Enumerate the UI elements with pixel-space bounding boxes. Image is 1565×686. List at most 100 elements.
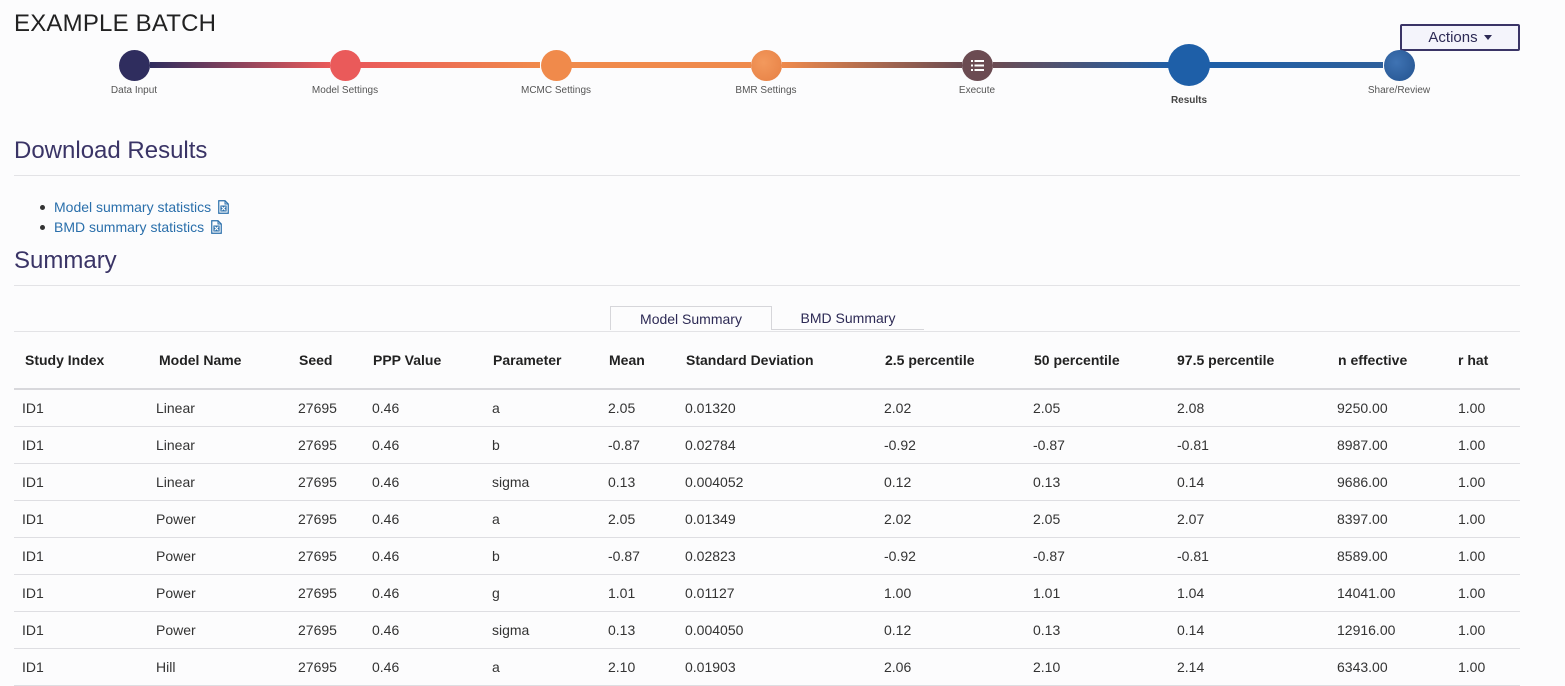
table-cell: Linear: [147, 426, 288, 464]
excel-file-icon[interactable]: [218, 200, 230, 214]
table-cell: 0.46: [360, 463, 480, 501]
table-row[interactable]: ID1 Linear 27695 0.46 b -0.87 0.02784 -0.92 -0.8…: [14, 426, 1520, 464]
column-header[interactable]: PPP Value: [360, 331, 480, 390]
table-row[interactable]: ID1 Power 27695 0.46 a 2.05 0.01349 2.02 2.05 2.0…: [14, 500, 1520, 538]
table-cell: -0.87: [598, 426, 675, 464]
table-cell: b: [480, 537, 598, 575]
table-cell: 27695: [288, 537, 360, 575]
table-cell: ID1: [14, 611, 147, 649]
step-label-mcmc-settings[interactable]: MCMC Settings: [520, 85, 591, 96]
table-cell: 0.46: [360, 574, 480, 612]
step-connector: [782, 62, 962, 68]
step-results[interactable]: [1168, 44, 1210, 86]
table-cell: 27695: [288, 574, 360, 612]
column-header[interactable]: Parameter: [480, 331, 598, 390]
table-row[interactable]: ID1 Linear 27695 0.46 sigma 0.13 0.004052 0.12 0…: [14, 463, 1520, 501]
table-cell: 2.02: [874, 500, 1023, 538]
table-cell: 2.14: [1167, 648, 1327, 686]
table-cell: Power: [147, 500, 288, 538]
table-cell: 1.00: [1447, 426, 1520, 464]
list-item: BMD summary statistics: [40, 217, 229, 237]
table-row[interactable]: ID1 Linear 27695 0.46 a 2.05 0.01320 2.02 2.05 2.…: [14, 389, 1520, 427]
step-label-model-settings[interactable]: Model Settings: [311, 85, 379, 96]
table-header-row: Study Index Model Name Seed PPP Value Pa…: [14, 331, 1520, 390]
table-cell: 27695: [288, 426, 360, 464]
column-header[interactable]: 50 percentile: [1023, 331, 1167, 390]
table-cell: Power: [147, 537, 288, 575]
table-cell: 8397.00: [1327, 500, 1447, 538]
step-label-results[interactable]: Results: [1170, 95, 1208, 106]
step-label-share-review[interactable]: Share/Review: [1367, 85, 1431, 96]
table-cell: 2.07: [1167, 500, 1327, 538]
actions-label: Actions: [1428, 29, 1478, 46]
table-cell: 0.14: [1167, 611, 1327, 649]
download-results-heading: Download Results: [14, 137, 208, 164]
step-connector: [993, 62, 1173, 68]
column-header[interactable]: Seed: [288, 331, 360, 390]
table-cell: -0.92: [874, 426, 1023, 464]
table-row[interactable]: ID1 Power 27695 0.46 g 1.01 0.01127 1.00 1.01 1.0…: [14, 574, 1520, 612]
column-header[interactable]: 2.5 percentile: [874, 331, 1023, 390]
table-cell: 27695: [288, 611, 360, 649]
table-row[interactable]: ID1 Hill 27695 0.46 a 2.10 0.01903 2.06 2.10 2.14…: [14, 648, 1520, 686]
column-header[interactable]: n effective: [1327, 331, 1447, 390]
actions-button[interactable]: Actions: [1400, 24, 1520, 51]
tab-model-summary[interactable]: Model Summary: [610, 306, 772, 330]
column-header[interactable]: Study Index: [14, 331, 147, 390]
step-data-input[interactable]: [119, 50, 150, 81]
table-cell: 0.12: [874, 611, 1023, 649]
table-cell: 1.04: [1167, 574, 1327, 612]
step-execute[interactable]: [962, 50, 993, 81]
model-summary-download-link[interactable]: Model summary statistics: [54, 199, 212, 215]
table-cell: 0.02784: [675, 426, 874, 464]
table-cell: Linear: [147, 463, 288, 501]
table-cell: 2.05: [1023, 500, 1167, 538]
tab-bmd-summary[interactable]: BMD Summary: [772, 306, 924, 330]
table-cell: 1.01: [598, 574, 675, 612]
table-cell: b: [480, 426, 598, 464]
step-label-execute[interactable]: Execute: [958, 85, 996, 96]
column-header[interactable]: Model Name: [147, 331, 288, 390]
summary-heading: Summary: [14, 247, 117, 274]
table-cell: 9250.00: [1327, 389, 1447, 427]
step-label-bmr-settings[interactable]: BMR Settings: [735, 85, 797, 96]
table-cell: Power: [147, 611, 288, 649]
table-cell: 1.00: [1447, 500, 1520, 538]
column-header[interactable]: Mean: [598, 331, 675, 390]
step-bmr-settings[interactable]: [751, 50, 782, 81]
table-cell: ID1: [14, 463, 147, 501]
column-header[interactable]: Standard Deviation: [675, 331, 874, 390]
table-cell: 27695: [288, 648, 360, 686]
step-label-data-input[interactable]: Data Input: [110, 85, 158, 96]
step-mcmc-settings[interactable]: [541, 50, 572, 81]
bmd-summary-download-link[interactable]: BMD summary statistics: [54, 219, 205, 235]
table-cell: sigma: [480, 463, 598, 501]
step-share-review[interactable]: [1384, 50, 1415, 81]
table-cell: 0.13: [1023, 611, 1167, 649]
table-cell: ID1: [14, 537, 147, 575]
list-item: Model summary statistics: [40, 197, 230, 217]
table-cell: 0.01903: [675, 648, 874, 686]
table-row[interactable]: ID1 Power 27695 0.46 sigma 0.13 0.004050 0.12 0.…: [14, 611, 1520, 649]
table-row[interactable]: ID1 Power 27695 0.46 b -0.87 0.02823 -0.92 -0.87…: [14, 537, 1520, 575]
step-connector: [1203, 62, 1383, 68]
column-header[interactable]: 97.5 percentile: [1167, 331, 1327, 390]
excel-file-icon[interactable]: [211, 220, 222, 234]
table-cell: 0.004050: [675, 611, 874, 649]
table-cell: Linear: [147, 389, 288, 427]
step-model-settings[interactable]: [330, 50, 361, 81]
table-cell: 1.00: [1447, 463, 1520, 501]
table-cell: 0.46: [360, 537, 480, 575]
table-cell: ID1: [14, 389, 147, 427]
table-cell: Power: [147, 574, 288, 612]
table-cell: ID1: [14, 648, 147, 686]
table-cell: 2.10: [1023, 648, 1167, 686]
caret-down-icon: [1483, 35, 1492, 40]
table-cell: 9686.00: [1327, 463, 1447, 501]
table-cell: 1.01: [1023, 574, 1167, 612]
table-cell: -0.87: [598, 537, 675, 575]
column-header[interactable]: r hat: [1447, 331, 1520, 390]
model-summary-table: Study Index Model Name Seed PPP Value Pa…: [14, 331, 1520, 686]
table-cell: 0.46: [360, 648, 480, 686]
table-cell: 12916.00: [1327, 611, 1447, 649]
